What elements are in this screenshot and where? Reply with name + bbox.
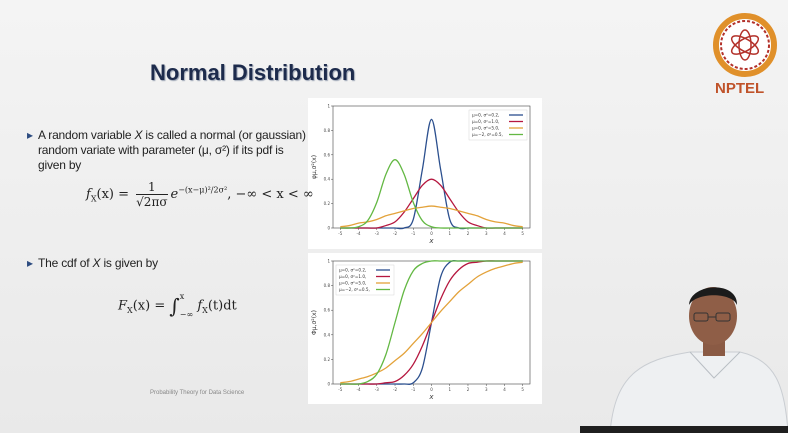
y-tick-label: 0.6 (324, 152, 331, 157)
y-tick-label: 0.4 (324, 177, 331, 182)
y-tick-label: 1 (327, 259, 330, 264)
x-tick-label: 1 (448, 231, 451, 236)
logo-text: NPTEL (715, 80, 765, 97)
x-axis-label: x (428, 393, 434, 401)
variable: X (92, 256, 101, 270)
legend-label: μ=0, σ²=1.0, (339, 274, 366, 279)
x-tick-label: 2 (467, 231, 470, 236)
x-tick-label: 2 (467, 387, 470, 392)
y-tick-label: 0.2 (324, 201, 331, 206)
bullet: A random variable X is called a normal (… (27, 128, 310, 173)
text: A random variable (38, 128, 135, 142)
legend-label: μ=0, σ²=1.0, (472, 119, 499, 124)
logo (713, 13, 777, 77)
y-axis-label: Φμ,σ²(x) (311, 310, 318, 335)
series-line (340, 261, 523, 384)
x-tick-label: -5 (338, 231, 342, 236)
x-tick-label: 3 (485, 231, 488, 236)
text: (t)dt (207, 298, 237, 314)
limits: x −∞ (180, 288, 193, 324)
x-tick-label: -1 (411, 387, 415, 392)
series-line (340, 205, 523, 228)
variable: X (134, 128, 143, 142)
legend-label: μ=0, σ²=0.2, (339, 268, 366, 273)
text: is called a normal (or gaussian) random … (38, 128, 306, 157)
upper-limit: x (179, 292, 185, 301)
y-tick-label: 0 (327, 226, 330, 231)
text: (x) = (132, 298, 166, 314)
denominator: √2πσ (136, 195, 168, 209)
legend-label: μ=0, σ²=5.0, (472, 126, 499, 131)
legend-label: μ=−2, σ²=0.5, (472, 132, 503, 137)
text: , −∞ < x < ∞ (227, 187, 314, 202)
x-tick-label: -5 (338, 387, 342, 392)
y-tick-label: 0.2 (324, 357, 331, 362)
text: The cdf of (38, 256, 93, 270)
x-tick-label: 3 (485, 387, 488, 392)
text: if its pdf is given by (38, 143, 284, 172)
x-tick-label: -3 (375, 231, 379, 236)
x-tick-label: -2 (393, 231, 397, 236)
legend-label: μ=0, σ²=0.2, (472, 113, 499, 118)
y-tick-label: 0.8 (324, 283, 331, 288)
fraction: 1 √2πσ (136, 180, 168, 209)
legend-label: μ=−2, σ²=0.5, (339, 287, 370, 292)
parameter: (μ, σ²) (198, 143, 230, 157)
text: (x) = (96, 187, 130, 202)
y-tick-label: 1 (327, 104, 330, 109)
symbol: f (86, 187, 91, 202)
x-tick-label: -4 (357, 231, 361, 236)
text: is given by (100, 256, 158, 270)
subscript: X (127, 306, 133, 316)
series-line (340, 260, 523, 385)
presenter (580, 287, 788, 433)
y-axis-label: φμ,σ²(x) (311, 155, 318, 179)
x-tick-label: -4 (357, 387, 361, 392)
x-tick-label: 0 (430, 231, 433, 236)
lower-limit: −∞ (179, 310, 194, 319)
x-tick-label: 4 (503, 387, 506, 392)
y-tick-label: 0.6 (324, 308, 331, 313)
subscript: X (202, 306, 208, 316)
x-tick-label: -3 (375, 387, 379, 392)
integral: ∫ (169, 294, 180, 318)
slide-title: Normal Distribution (150, 60, 356, 85)
x-tick-label: 1 (448, 387, 451, 392)
symbol: F (118, 298, 128, 314)
numerator: 1 (136, 180, 168, 195)
symbol: e (170, 187, 179, 202)
pdf-formula: fX(x) = 1 √2πσ e−(x−μ)²/2σ², −∞ < x < ∞ (86, 180, 314, 209)
x-tick-label: 5 (521, 387, 524, 392)
series-line (340, 159, 523, 229)
y-tick-label: 0.8 (324, 128, 331, 133)
y-tick-label: 0 (327, 382, 330, 387)
x-tick-label: -1 (411, 231, 415, 236)
x-tick-label: 5 (521, 231, 524, 236)
legend-label: μ=0, σ²=5.0, (339, 281, 366, 286)
footer: Probability Theory for Data Science (150, 390, 245, 396)
symbol: f (197, 298, 203, 314)
subscript: X (90, 194, 97, 204)
x-tick-label: 0 (430, 387, 433, 392)
cdf-formula: FX(x) = ∫ x −∞ fX(t)dt (118, 288, 237, 324)
x-tick-label: 4 (503, 231, 506, 236)
y-tick-label: 0.4 (324, 332, 331, 337)
exponent: −(x−μ)²/2σ² (178, 185, 228, 195)
x-axis-label: x (428, 237, 434, 245)
bullet: The cdf of X is given by (27, 256, 298, 271)
x-tick-label: -2 (393, 387, 397, 392)
